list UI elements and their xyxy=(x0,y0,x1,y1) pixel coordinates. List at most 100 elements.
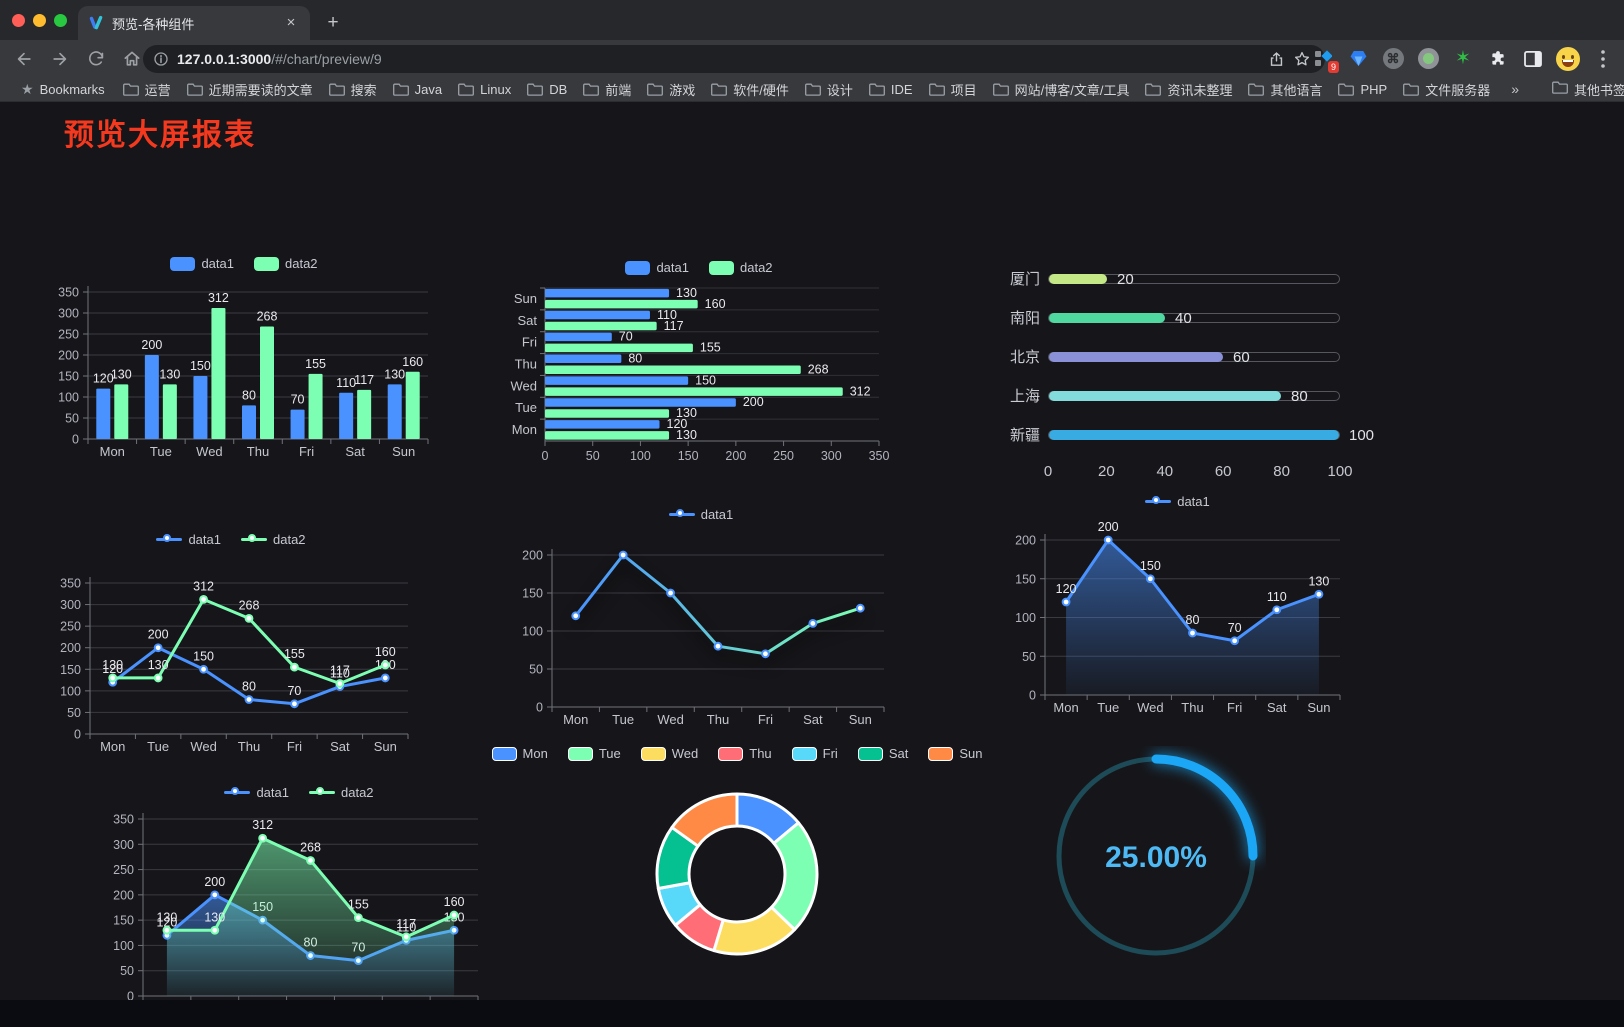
svg-text:Thu: Thu xyxy=(515,357,537,372)
svg-text:250: 250 xyxy=(60,620,81,634)
tab-groups-extension-icon[interactable]: 9 xyxy=(1310,45,1339,73)
svg-text:120: 120 xyxy=(102,662,123,676)
legend-item[interactable]: Tue xyxy=(567,746,621,761)
svg-text:100: 100 xyxy=(60,684,81,698)
bookmark-folder-item[interactable]: DB xyxy=(520,78,574,101)
svg-text:Wed: Wed xyxy=(657,712,684,727)
page-info-icon[interactable] xyxy=(153,51,169,67)
legend-swatch-icon xyxy=(254,256,279,271)
extensions-menu-button[interactable] xyxy=(1485,45,1511,73)
legend-swatch-icon xyxy=(625,260,651,275)
chart-legend: data1 data2 xyxy=(46,256,442,271)
bookmark-folder-item[interactable]: PHP xyxy=(1331,78,1394,101)
tab-close-icon[interactable]: × xyxy=(286,14,296,31)
legend-item[interactable]: Fri xyxy=(791,746,838,761)
bookmark-folder-item[interactable]: Linux xyxy=(451,78,518,101)
svg-text:160: 160 xyxy=(705,297,726,311)
svg-text:70: 70 xyxy=(619,330,633,344)
svg-text:0: 0 xyxy=(74,728,81,742)
minimize-window-button[interactable] xyxy=(33,14,46,27)
svg-text:Wed: Wed xyxy=(196,444,223,459)
new-tab-button[interactable]: + xyxy=(327,12,339,33)
bookmark-folder-item[interactable]: 其他语言 xyxy=(1241,78,1329,101)
progress-fill xyxy=(1049,312,1165,323)
url-text[interactable]: 127.0.0.1:3000/#/chart/preview/9 xyxy=(177,51,382,67)
svg-text:130: 130 xyxy=(111,367,132,381)
svg-text:120: 120 xyxy=(1056,582,1077,596)
legend-item[interactable]: data1 xyxy=(625,260,689,275)
bookmark-folder-item[interactable]: IDE xyxy=(862,78,920,101)
progress-fill xyxy=(1049,273,1107,284)
bookmark-page-button[interactable] xyxy=(1289,46,1315,72)
address-bar[interactable]: 127.0.0.1:3000/#/chart/preview/9 xyxy=(143,45,1325,73)
share-button[interactable] xyxy=(1263,46,1289,72)
legend-item[interactable]: Mon xyxy=(491,746,548,761)
forward-button[interactable] xyxy=(46,45,74,73)
bookmark-folder-item[interactable]: 文件服务器 xyxy=(1396,78,1497,101)
svg-text:100: 100 xyxy=(113,939,134,953)
legend-item[interactable]: data1 xyxy=(668,507,733,522)
bookmark-folder-item[interactable]: Java xyxy=(386,78,449,101)
legend-item[interactable]: Wed xyxy=(640,746,698,761)
folder-icon xyxy=(328,83,345,96)
legend-item[interactable]: data2 xyxy=(241,532,306,547)
legend-item[interactable]: Thu xyxy=(718,746,772,761)
browser-menu-button[interactable] xyxy=(1590,45,1616,73)
recorder-extension-icon[interactable] xyxy=(1415,45,1441,73)
legend-item[interactable]: data2 xyxy=(709,260,773,275)
back-button[interactable] xyxy=(10,45,38,73)
svg-text:200: 200 xyxy=(522,549,543,563)
bookmark-folder-item[interactable]: 前端 xyxy=(576,78,638,101)
home-button[interactable] xyxy=(118,45,146,73)
side-panel-button[interactable] xyxy=(1520,45,1546,73)
bookmark-folder-list: 运营 近期需要读的文章 搜索 Java Linux DB 前端 游戏 软件/硬件 设计 IDE 项目网… xyxy=(116,78,1498,101)
bookmarks-manager[interactable]: ★ Bookmarks xyxy=(21,80,105,97)
bookmark-folder-item[interactable]: 网站/博客/文章/工具 xyxy=(986,78,1137,101)
progress-value: 40 xyxy=(1175,309,1192,327)
svg-text:Wed: Wed xyxy=(511,378,538,393)
legend-item[interactable]: data2 xyxy=(254,256,318,271)
legend-item[interactable]: data2 xyxy=(309,785,374,800)
close-window-button[interactable] xyxy=(12,14,25,27)
svg-text:130: 130 xyxy=(384,367,405,381)
progress-row: 上海 80 xyxy=(1002,385,1340,406)
maximize-window-button[interactable] xyxy=(54,14,67,27)
vertical-bar-chart: data1 data2 0 50 100 150 200 250 300 350 Mon Tue Wed… xyxy=(46,250,442,466)
svg-text:100: 100 xyxy=(522,625,543,639)
svg-text:0: 0 xyxy=(536,701,543,715)
bookmark-folder-item[interactable]: 项目 xyxy=(922,78,984,101)
bookmark-folder-item[interactable]: 游戏 xyxy=(640,78,702,101)
legend-item[interactable]: data1 xyxy=(156,532,221,547)
star-extension-icon[interactable]: ✶ xyxy=(1450,45,1476,73)
svg-text:Mon: Mon xyxy=(100,444,125,459)
folder-icon xyxy=(868,83,885,96)
browser-toolbar: 127.0.0.1:3000/#/chart/preview/9 9 xyxy=(0,40,1624,77)
bookmark-folder-item[interactable]: 搜索 xyxy=(322,78,384,101)
browser-tab[interactable]: 预览-各种组件 × xyxy=(78,6,310,40)
legend-item[interactable]: Sat xyxy=(857,746,908,761)
bookmark-folder-item[interactable]: 设计 xyxy=(798,78,860,101)
bookmarks-overflow-button[interactable]: » xyxy=(1511,81,1520,97)
profile-avatar[interactable] xyxy=(1555,45,1581,73)
page-content: 预览大屏报表 data1 data2 0 50 100 150 200 250 300 350 Mo… xyxy=(0,102,1624,1016)
bookmark-folder-item[interactable]: 近期需要读的文章 xyxy=(180,78,320,101)
command-extension-icon[interactable]: ⌘ xyxy=(1380,45,1406,73)
c8-svg xyxy=(655,792,819,956)
svg-text:100: 100 xyxy=(630,449,651,463)
bookmark-folder-item[interactable]: 运营 xyxy=(116,78,178,101)
legend-item[interactable]: data1 xyxy=(170,256,234,271)
legend-item[interactable]: data1 xyxy=(1145,494,1210,509)
legend-item[interactable]: data1 xyxy=(224,785,289,800)
gem-extension-icon[interactable] xyxy=(1345,45,1371,73)
legend-item[interactable]: Sun xyxy=(928,746,982,761)
legend-swatch-icon xyxy=(928,746,954,761)
bookmark-folder-item[interactable]: 资讯未整理 xyxy=(1138,78,1239,101)
svg-text:Mon: Mon xyxy=(100,739,125,754)
bookmark-folder-item[interactable]: 软件/硬件 xyxy=(704,78,796,101)
svg-text:Fri: Fri xyxy=(299,444,314,459)
svg-text:160: 160 xyxy=(375,645,396,659)
reload-button[interactable] xyxy=(82,45,110,73)
other-bookmarks-folder[interactable]: 其他书签 xyxy=(1545,78,1624,101)
